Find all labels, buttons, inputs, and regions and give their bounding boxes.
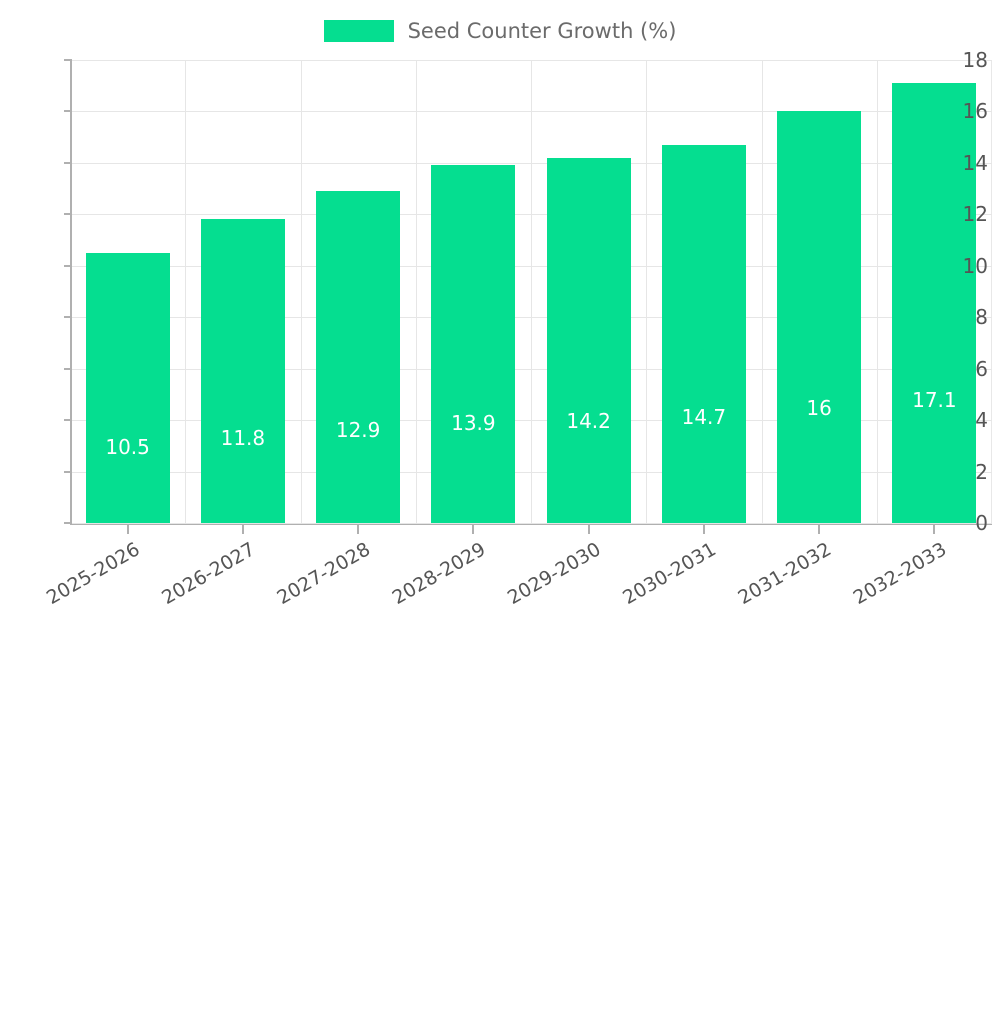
gridline-vertical (761, 60, 763, 523)
legend-label: Seed Counter Growth (%) (407, 18, 677, 43)
x-axis-tick-label-text: 2031-2032 (734, 538, 836, 610)
bar[interactable] (85, 252, 170, 523)
bar-value-label: 17.1 (912, 387, 957, 412)
bar[interactable] (892, 83, 977, 523)
bar-value-label: 10.5 (105, 435, 150, 460)
x-axis-tick-label-text: 2027-2028 (273, 538, 375, 610)
x-axis-tick-label-text: 2026-2027 (158, 538, 259, 610)
x-axis-tick-label-text: 2029-2030 (503, 538, 605, 610)
gridline-vertical (646, 60, 648, 523)
y-axis-tick-mark (64, 367, 72, 370)
gridline-horizontal (70, 523, 992, 524)
y-axis-tick-mark (64, 59, 72, 61)
y-axis-tick-mark (64, 522, 72, 524)
x-axis-tick-label-text: 2030-2031 (619, 538, 720, 610)
bar[interactable] (200, 219, 285, 523)
x-axis-tick-mark (241, 525, 244, 534)
bar-value-label: 13.9 (451, 410, 496, 435)
y-axis-tick-label: 0 (975, 511, 988, 535)
y-axis-tick-label: 14 (962, 150, 988, 175)
y-axis-tick-label: 6 (975, 356, 988, 381)
x-axis-line (70, 523, 992, 525)
bar-chart: Seed Counter Growth (%) 10.5 11.8 12.9 13.9… (0, 14, 1000, 610)
plot-right-border (991, 60, 992, 523)
x-axis-tick-label: 2029-2030 (80, 538, 605, 854)
y-axis-tick-mark (64, 213, 72, 216)
bar-value-label: 11.8 (220, 426, 266, 450)
legend-swatch-icon (323, 20, 394, 42)
bar-value-label: 16 (806, 395, 832, 420)
bar[interactable] (777, 111, 862, 523)
x-axis-tick-mark (126, 525, 129, 534)
y-axis-tick-mark (64, 419, 72, 422)
x-axis-tick-mark (472, 525, 475, 534)
gridline-vertical (185, 60, 187, 523)
bar[interactable] (316, 191, 401, 523)
gridline-vertical (876, 60, 878, 523)
y-axis-tick-mark (64, 470, 72, 473)
y-axis-tick-mark (64, 316, 72, 319)
y-axis-tick-mark (64, 161, 72, 164)
y-axis-tick-label: 18 (962, 48, 988, 72)
y-axis-tick-label: 10 (962, 253, 988, 278)
x-axis-tick-label: 2028-2029 (64, 538, 490, 796)
x-axis-tick-mark (933, 525, 936, 534)
x-axis-tick-label: 2026-2027 (33, 538, 259, 681)
y-axis-tick-mark (64, 264, 72, 267)
gridline-vertical (300, 60, 302, 523)
chart-legend: Seed Counter Growth (%) (0, 14, 1000, 48)
bar[interactable] (661, 144, 746, 523)
y-axis-tick-mark (64, 110, 72, 113)
y-axis-tick-label: 12 (962, 202, 988, 227)
legend-item-seed-counter-growth[interactable]: Seed Counter Growth (%) (323, 18, 677, 43)
y-axis-tick-label: 2 (975, 459, 988, 484)
bar-value-label: 14.7 (681, 405, 727, 430)
y-axis-line (70, 60, 72, 525)
y-axis-tick-label: 4 (975, 408, 988, 433)
x-axis-tick-label-text: 2032-2033 (849, 538, 951, 610)
x-axis-tick-mark (818, 525, 821, 534)
gridline-vertical (531, 60, 532, 523)
bar-value-label: 14.2 (566, 408, 611, 433)
y-axis-tick-label: 8 (975, 305, 988, 330)
plot-area: 10.5 11.8 12.9 13.9 14.2 14.7 16 17.1 (70, 60, 992, 524)
bar[interactable] (431, 165, 516, 523)
x-axis-tick-mark (702, 525, 705, 534)
bar-value-label: 12.9 (335, 418, 381, 443)
gridline-vertical (415, 60, 417, 523)
bar[interactable] (546, 157, 631, 523)
x-axis-tick-label: 2031-2032 (111, 538, 836, 969)
x-axis-tick-label-text: 2025-2026 (42, 538, 144, 610)
x-axis-tick-label-text: 2028-2029 (388, 538, 490, 610)
x-axis-tick-mark (357, 525, 360, 534)
y-axis-tick-label: 16 (962, 99, 988, 124)
x-axis-tick-mark (587, 525, 590, 534)
